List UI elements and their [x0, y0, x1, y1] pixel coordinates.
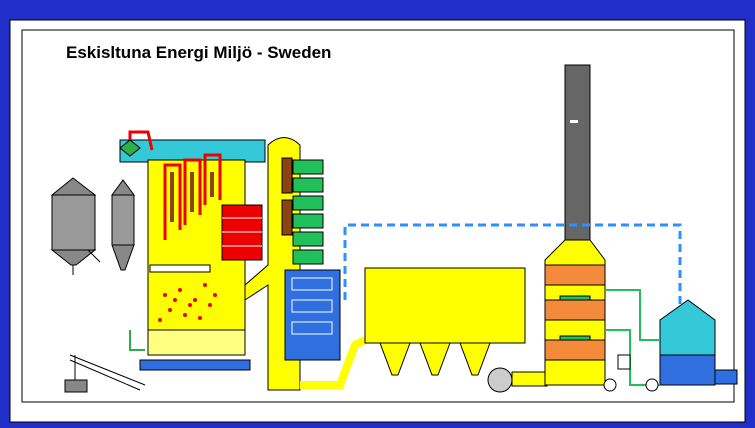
page: {"title": "Eskisltuna Energi Miljö - Swe…	[0, 0, 755, 428]
stack	[565, 65, 590, 260]
plant-diagram: Eskisltuna Energi Miljö - Sweden	[0, 0, 755, 428]
title: Eskisltuna Energi Miljö - Sweden	[66, 43, 331, 62]
scrubber	[545, 240, 605, 385]
